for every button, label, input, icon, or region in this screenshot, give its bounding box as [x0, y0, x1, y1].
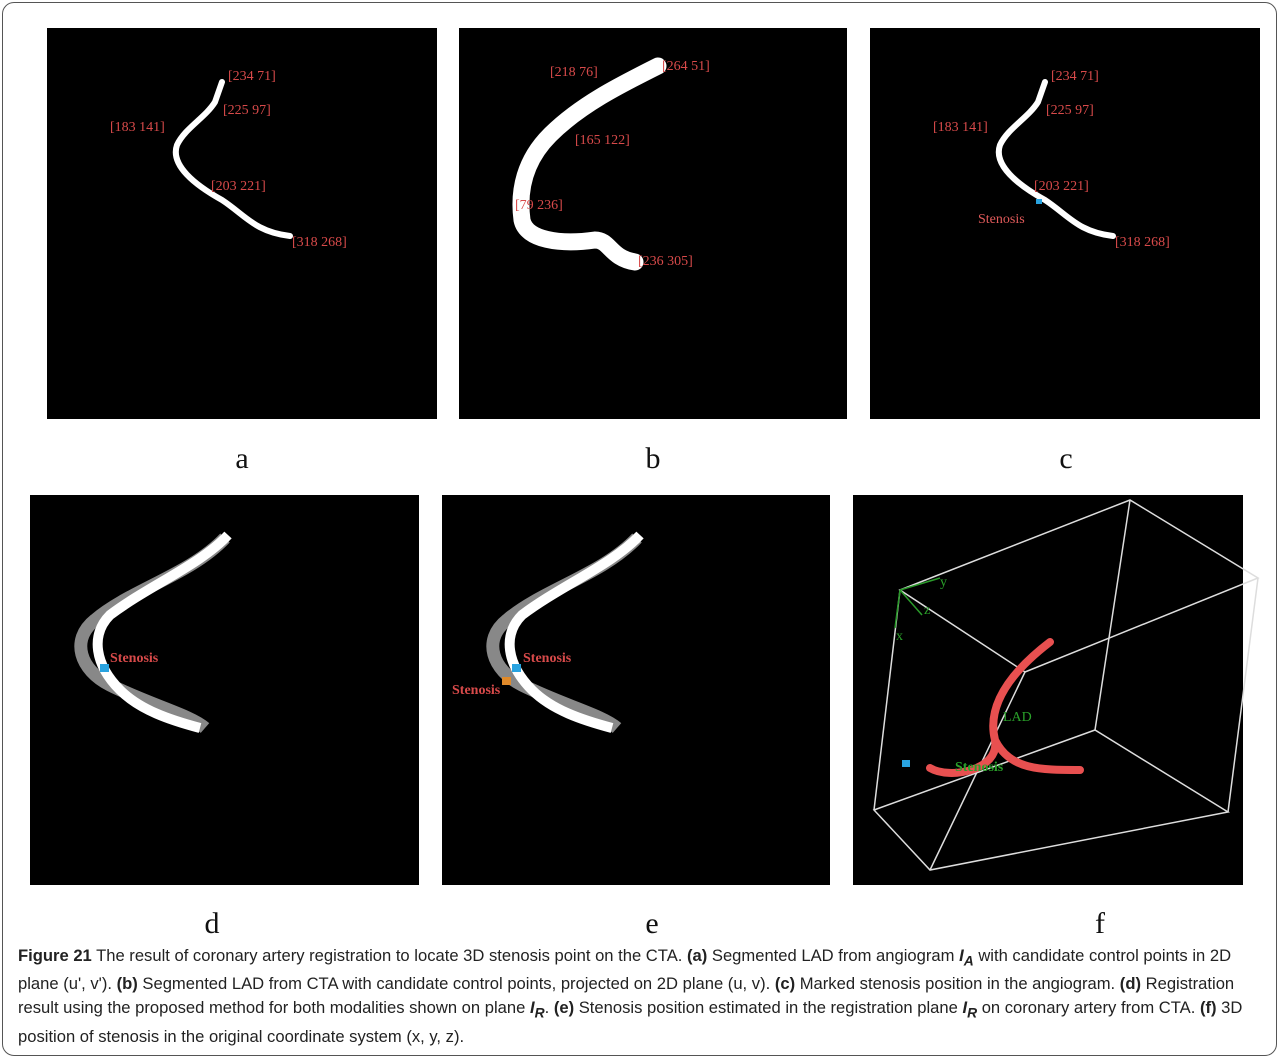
panel-d — [30, 495, 419, 885]
caption-text: Stenosis position estimated in the regis… — [574, 998, 962, 1017]
panel-f — [853, 495, 1243, 885]
page: a [234 71] [225 97] [183 141] [203 221] [318 … — [0, 0, 1281, 1060]
stenosis-marker — [502, 677, 511, 685]
annotation: [218 76] — [550, 65, 598, 80]
annotation: Stenosis — [452, 683, 501, 698]
annotation: [234 71] — [1051, 69, 1099, 84]
stenosis-marker — [512, 664, 521, 672]
annotation: [79 236] — [515, 198, 563, 213]
annotation: Stenosis — [110, 651, 159, 666]
caption-ref: (b) — [117, 974, 138, 993]
annotation: [264 51] — [662, 59, 710, 74]
panel-label: b — [646, 442, 661, 475]
caption-text: Segmented LAD from CTA with candidate co… — [138, 974, 775, 993]
annotation: Stenosis — [955, 760, 1004, 775]
annotation: [234 71] — [228, 69, 276, 84]
annotation: [183 141] — [933, 120, 988, 135]
panel-label: f — [1095, 907, 1105, 940]
annotation: [318 268] — [1115, 235, 1170, 250]
caption-text: Marked stenosis position in the angiogra… — [795, 974, 1120, 993]
stenosis-marker — [1036, 199, 1042, 204]
stenosis-marker — [100, 664, 109, 672]
stenosis-marker — [902, 760, 910, 767]
figure: a [234 71] [225 97] [183 141] [203 221] [318 … — [0, 0, 1281, 940]
panel-c — [870, 28, 1260, 419]
caption: Figure 21 The result of coronary artery … — [18, 944, 1268, 1049]
annotation: Stenosis — [978, 212, 1025, 227]
caption-text: Segmented LAD from angiogram — [707, 946, 959, 965]
caption-text: . — [545, 998, 554, 1017]
caption-math: A — [964, 952, 974, 968]
annotation: x — [896, 629, 903, 644]
panel-a — [47, 28, 437, 419]
figure-number: Figure 21 — [18, 946, 92, 965]
caption-ref: (c) — [775, 974, 795, 993]
caption-text: on coronary artery from CTA. — [977, 998, 1200, 1017]
annotation: [203 221] — [211, 179, 266, 194]
caption-ref: (e) — [554, 998, 574, 1017]
annotation: [183 141] — [110, 120, 165, 135]
annotation: z — [924, 603, 930, 618]
caption-math: R — [535, 1005, 545, 1021]
caption-math: R — [967, 1005, 977, 1021]
annotation: LAD — [1003, 710, 1032, 725]
panel-label: a — [235, 442, 248, 475]
annotation: [236 305] — [638, 254, 693, 269]
caption-ref: (a) — [687, 946, 707, 965]
panel-label: d — [205, 907, 220, 940]
annotation: [318 268] — [292, 235, 347, 250]
caption-ref: (f) — [1200, 998, 1217, 1017]
annotation: [203 221] — [1034, 179, 1089, 194]
panel-label: c — [1059, 442, 1072, 475]
annotation: [225 97] — [1046, 103, 1094, 118]
annotation: Stenosis — [523, 651, 572, 666]
panel-label: e — [645, 907, 658, 940]
caption-ref: (d) — [1120, 974, 1141, 993]
caption-text: The result of coronary artery registrati… — [92, 946, 687, 965]
annotation: [165 122] — [575, 133, 630, 148]
annotation: [225 97] — [223, 103, 271, 118]
annotation: y — [940, 575, 947, 590]
